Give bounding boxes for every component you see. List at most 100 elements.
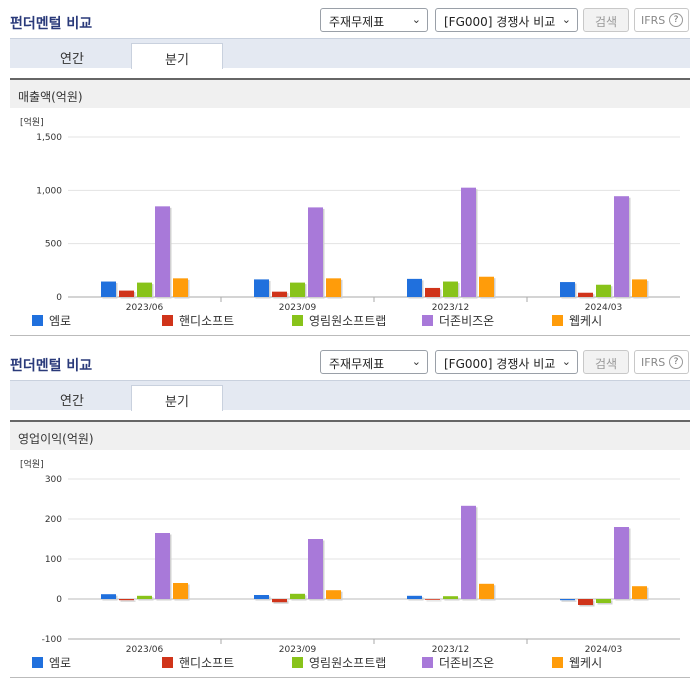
chart-legend: 엠로 핸디소프트 영림원소프트랩 더존비즈온 웹케시 xyxy=(0,654,696,674)
legend-swatch xyxy=(552,315,563,326)
peer-select-value: [FG000] 경쟁사 비교 xyxy=(444,357,556,371)
bar xyxy=(407,595,422,599)
legend-item[interactable]: 엠로 xyxy=(32,312,71,329)
bar-shadow xyxy=(444,597,460,601)
help-icon: ? xyxy=(669,13,683,27)
legend-swatch xyxy=(422,315,433,326)
bar xyxy=(632,279,647,297)
tab-annual[interactable]: 연간 xyxy=(60,52,84,67)
bar xyxy=(137,595,152,599)
bar xyxy=(254,279,269,297)
bar xyxy=(101,594,116,599)
legend-swatch xyxy=(32,657,43,668)
bar xyxy=(407,278,422,297)
bar xyxy=(308,539,323,599)
bar xyxy=(155,206,170,297)
peer-select[interactable]: [FG000] 경쟁사 비교 ⌄ xyxy=(435,350,578,374)
tab-annual[interactable]: 연간 xyxy=(60,394,84,409)
peer-select-value: [FG000] 경쟁사 비교 xyxy=(444,15,556,29)
bar xyxy=(632,586,647,599)
y-unit-label: [억원] xyxy=(20,116,44,128)
peer-select[interactable]: [FG000] 경쟁사 비교 ⌄ xyxy=(435,8,578,32)
bar xyxy=(596,599,611,603)
bar xyxy=(290,593,305,599)
legend-item[interactable]: 웹케시 xyxy=(552,312,602,329)
chevron-down-icon: ⌄ xyxy=(561,355,571,368)
legend-label: 영림원소프트랩 xyxy=(309,314,387,328)
legend-label: 영림원소프트랩 xyxy=(309,656,387,670)
fundamental-section-revenue: 펀더멘털 비교 주재무제표 ⌄ [FG000] 경쟁사 비교 ⌄ 검색 IFRS… xyxy=(0,8,696,336)
legend-item[interactable]: 더존비즈온 xyxy=(422,654,494,671)
revenue-chart: [억원] 0 500 1,000 1,500 2023/06 2023/09 2023/12 2… xyxy=(0,110,696,313)
bar-shadow xyxy=(426,600,442,602)
divider xyxy=(10,677,690,678)
x-tick-label: 2024/03 xyxy=(585,645,622,652)
legend-item[interactable]: 엠로 xyxy=(32,654,71,671)
ifrs-button[interactable]: IFRS ? xyxy=(634,8,689,32)
x-tick-label: 2023/12 xyxy=(432,303,469,310)
y-tick-label: 1,000 xyxy=(36,186,62,196)
legend-label: 핸디소프트 xyxy=(179,314,235,328)
legend-swatch xyxy=(292,315,303,326)
statement-select[interactable]: 주재무제표 ⌄ xyxy=(320,350,428,374)
bar xyxy=(290,282,305,297)
section-title: 펀더멘털 비교 xyxy=(10,16,93,32)
legend-item[interactable]: 영림원소프트랩 xyxy=(292,654,386,671)
y-tick-label: 200 xyxy=(45,515,62,525)
y-tick-label: 500 xyxy=(45,240,62,250)
bar xyxy=(461,505,476,599)
x-tick-label: 2023/06 xyxy=(126,303,164,310)
search-button[interactable]: 검색 xyxy=(583,8,629,32)
legend-swatch xyxy=(552,657,563,668)
tab-quarter[interactable]: 분기 xyxy=(131,385,223,411)
x-tick-label: 2023/06 xyxy=(126,645,164,652)
statement-select[interactable]: 주재무제표 ⌄ xyxy=(320,8,428,32)
legend-item[interactable]: 더존비즈온 xyxy=(422,312,494,329)
chevron-down-icon: ⌄ xyxy=(411,355,421,368)
legend-swatch xyxy=(162,657,173,668)
fundamental-section-operating-profit: 펀더멘털 비교 주재무제표 ⌄ [FG000] 경쟁사 비교 ⌄ 검색 IFRS… xyxy=(0,342,696,684)
legend-swatch xyxy=(422,657,433,668)
statement-select-value: 주재무제표 xyxy=(329,15,385,29)
legend-label: 엠로 xyxy=(49,656,72,670)
bar xyxy=(578,292,593,297)
x-tick-label: 2023/09 xyxy=(279,303,317,310)
x-tick-label: 2023/12 xyxy=(432,645,469,652)
x-tick-label: 2023/09 xyxy=(279,645,317,652)
ifrs-label: IFRS xyxy=(641,356,666,369)
ifrs-button[interactable]: IFRS ? xyxy=(634,350,689,374)
bar xyxy=(479,583,494,599)
bar xyxy=(596,284,611,297)
divider xyxy=(10,335,690,336)
legend-item[interactable]: 핸디소프트 xyxy=(162,654,234,671)
legend-label: 웹케시 xyxy=(569,314,603,328)
bar xyxy=(560,282,575,297)
bar xyxy=(479,276,494,297)
bar xyxy=(326,278,341,297)
y-tick-label: 1,500 xyxy=(36,133,62,143)
bar xyxy=(155,533,170,599)
legend-item[interactable]: 영림원소프트랩 xyxy=(292,312,386,329)
bar xyxy=(614,196,629,297)
bar xyxy=(425,287,440,297)
period-tabs: 연간 분기 xyxy=(10,38,690,69)
y-tick-label: 0 xyxy=(56,595,62,605)
legend-label: 엠로 xyxy=(49,314,72,328)
bar xyxy=(560,599,575,601)
operating-profit-chart: [억원] -100 0 100 200 300 2023/06 2023/09 2023/12 2… xyxy=(0,452,696,655)
legend-swatch xyxy=(292,657,303,668)
legend-swatch xyxy=(32,315,43,326)
tab-quarter[interactable]: 분기 xyxy=(131,43,223,69)
bar-shadow xyxy=(561,600,577,602)
operating-profit-chart-svg: [억원] -100 0 100 200 300 2023/06 2023/09 2023/12 2… xyxy=(20,458,680,655)
legend-item[interactable]: 웹케시 xyxy=(552,654,602,671)
legend-label: 더존비즈온 xyxy=(439,314,495,328)
bar xyxy=(101,281,116,297)
legend-item[interactable]: 핸디소프트 xyxy=(162,312,234,329)
bar xyxy=(173,583,188,599)
chevron-down-icon: ⌄ xyxy=(411,13,421,26)
bar xyxy=(119,599,134,601)
bar xyxy=(173,278,188,297)
bar xyxy=(272,599,287,603)
search-button[interactable]: 검색 xyxy=(583,350,629,374)
